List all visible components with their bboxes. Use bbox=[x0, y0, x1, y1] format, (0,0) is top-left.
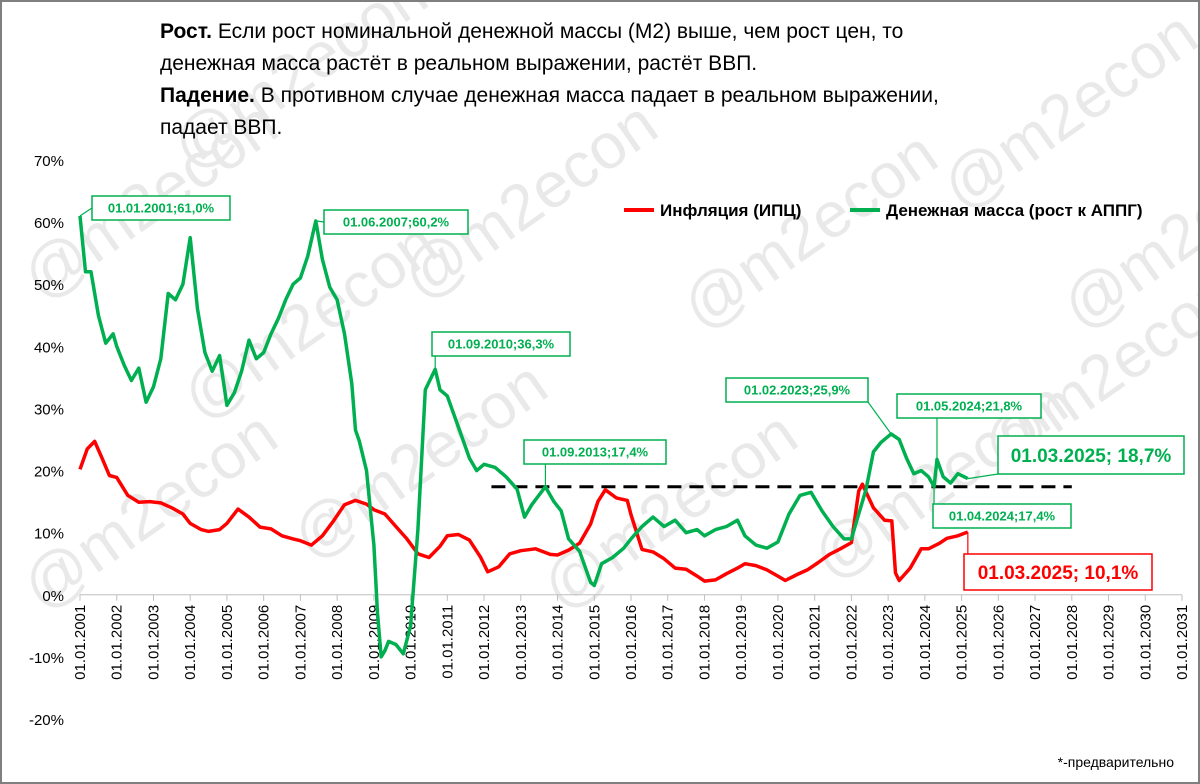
heading-line-3: В противном случае денежная масса падает… bbox=[254, 84, 939, 107]
annotation-label: 01.09.2013;17,4% bbox=[542, 445, 649, 460]
annotation-box bbox=[91, 195, 231, 221]
annotation-callout: 01.05.2024;21,8% bbox=[896, 393, 1042, 460]
watermark: @m2econ bbox=[159, 2, 440, 183]
watermark: @m2econ bbox=[669, 117, 950, 344]
y-tick-label: 60% bbox=[34, 215, 64, 232]
x-tick-label: 01.01.2006 bbox=[256, 605, 273, 680]
chart-heading: Рост. Если рост номинальной денежной мас… bbox=[160, 16, 1120, 144]
x-tick-label: 01.01.2024 bbox=[917, 605, 934, 680]
annotation-label: 01.09.2010;36,3% bbox=[448, 337, 555, 352]
watermark: @m2econ bbox=[929, 2, 1198, 223]
annotation-box bbox=[323, 209, 469, 235]
inflation-line bbox=[78, 439, 969, 583]
x-tick-label: 01.01.2028 bbox=[1064, 605, 1081, 680]
x-tick-label: 01.01.2013 bbox=[513, 605, 530, 680]
x-tick-label: 01.01.2010 bbox=[403, 605, 420, 680]
x-tick-label: 01.01.2022 bbox=[843, 605, 860, 680]
annotation-box bbox=[725, 377, 869, 403]
heading-line-2: денежная масса растёт в реальном выражен… bbox=[160, 52, 758, 75]
x-tick-label: 01.01.2021 bbox=[807, 605, 824, 680]
x-tick-label: 01.01.2008 bbox=[329, 605, 346, 680]
watermark: @m2econ bbox=[279, 347, 560, 574]
x-tick-label: 01.01.2031 bbox=[1174, 605, 1191, 680]
annotation-callout: 01.03.2025; 10,1% bbox=[963, 532, 1153, 591]
annotation-label: 01.02.2023;25,9% bbox=[744, 383, 851, 398]
x-tick-label: 01.01.2026 bbox=[990, 605, 1007, 680]
annotation-label: 01.06.2007;60,2% bbox=[343, 215, 450, 230]
watermark: @m2econ bbox=[529, 397, 810, 624]
annotation-leader bbox=[867, 401, 892, 435]
x-tick-label: 01.01.2018 bbox=[696, 605, 713, 680]
x-tick-label: 01.01.2012 bbox=[476, 605, 493, 680]
x-tick-label: 01.01.2004 bbox=[182, 605, 199, 680]
heading-line-4: падает ВВП. bbox=[160, 116, 283, 139]
x-tick-label: 01.01.2030 bbox=[1137, 605, 1154, 680]
annotation-label: 01.03.2025; 10,1% bbox=[978, 563, 1139, 584]
heading-bold-growth: Рост. bbox=[160, 20, 212, 43]
annotation-box bbox=[896, 393, 1042, 419]
annotation-box bbox=[932, 503, 1072, 529]
footnote: *-предварительно bbox=[1057, 754, 1174, 770]
annotation-leader bbox=[315, 220, 325, 223]
legend: Инфляция (ИПЦ) Денежная масса (рост к АПП… bbox=[624, 201, 1143, 220]
x-tick-label: 01.01.2027 bbox=[1027, 605, 1044, 680]
annotation-callout: 01.06.2007;60,2% bbox=[315, 209, 469, 235]
annotation-callout: 01.01.2001;61,0% bbox=[79, 195, 231, 221]
annotation-box bbox=[431, 331, 571, 357]
y-tick-label: -20% bbox=[29, 712, 64, 729]
money-supply-line bbox=[78, 215, 969, 659]
annotation-label: 01.04.2024;17,4% bbox=[949, 509, 1056, 524]
x-tick-label: 01.01.2005 bbox=[219, 605, 236, 680]
y-tick-label: -10% bbox=[29, 650, 64, 667]
annotation-label: 01.01.2001;61,0% bbox=[108, 201, 215, 216]
legend-item-inflation-label: Инфляция (ИПЦ) bbox=[660, 201, 801, 220]
heading-line-1: Если рост номинальной денежной массы (М2… bbox=[212, 20, 904, 43]
x-tick-label: 01.01.2017 bbox=[660, 605, 677, 680]
x-tick-label: 01.01.2023 bbox=[880, 605, 897, 680]
x-tick-label: 01.01.2025 bbox=[954, 605, 971, 680]
annotation-callout: 01.09.2010;36,3% bbox=[431, 331, 571, 370]
annotation-callout: 01.03.2025; 18,7% bbox=[967, 435, 1185, 480]
y-tick-label: 10% bbox=[34, 526, 64, 543]
x-tick-label: 01.01.2029 bbox=[1101, 605, 1118, 680]
watermark: @m2econ bbox=[389, 87, 670, 314]
annotation-callout: 01.02.2023;25,9% bbox=[725, 377, 892, 435]
legend-item-money-supply-label: Денежная масса (рост к АППГ) bbox=[886, 201, 1143, 220]
annotation-leader bbox=[79, 207, 93, 217]
annotation-callout: 01.09.2013;17,4% bbox=[523, 439, 667, 487]
x-tick-label: 01.01.2014 bbox=[550, 605, 567, 680]
annotation-box bbox=[997, 435, 1185, 475]
x-tick-label: 01.01.2020 bbox=[770, 605, 787, 680]
y-tick-label: 20% bbox=[34, 464, 64, 481]
x-tick-label: 01.01.2002 bbox=[109, 605, 126, 680]
x-tick-label: 01.01.2016 bbox=[623, 605, 640, 680]
annotation-leader bbox=[967, 473, 999, 480]
x-tick-label: 01.01.2003 bbox=[145, 605, 162, 680]
annotation-box bbox=[523, 439, 667, 465]
x-tick-label: 01.01.2011 bbox=[439, 605, 456, 679]
x-tick-label: 01.01.2019 bbox=[733, 605, 750, 680]
y-tick-label: 30% bbox=[34, 401, 64, 418]
y-tick-label: 70% bbox=[34, 153, 64, 170]
y-tick-label: 50% bbox=[34, 277, 64, 294]
y-tick-label: 0% bbox=[42, 588, 64, 605]
annotation-label: 01.05.2024;21,8% bbox=[916, 399, 1023, 414]
heading-bold-decline: Падение. bbox=[160, 84, 255, 107]
x-tick-label: 01.01.2001 bbox=[72, 605, 89, 680]
annotation-box bbox=[963, 553, 1153, 591]
watermark: @m2econ bbox=[169, 207, 450, 434]
watermark-group: @m2econ@m2econ@m2econ@m2econ@m2econ@m2ec… bbox=[9, 2, 1198, 623]
annotation-label: 01.03.2025; 18,7% bbox=[1011, 446, 1172, 467]
annotation-callout: 01.04.2024;17,4% bbox=[932, 486, 1072, 529]
y-tick-label: 40% bbox=[34, 339, 64, 356]
x-tick-label: 01.01.2015 bbox=[586, 605, 603, 680]
x-tick-label: 01.01.2007 bbox=[292, 605, 309, 680]
